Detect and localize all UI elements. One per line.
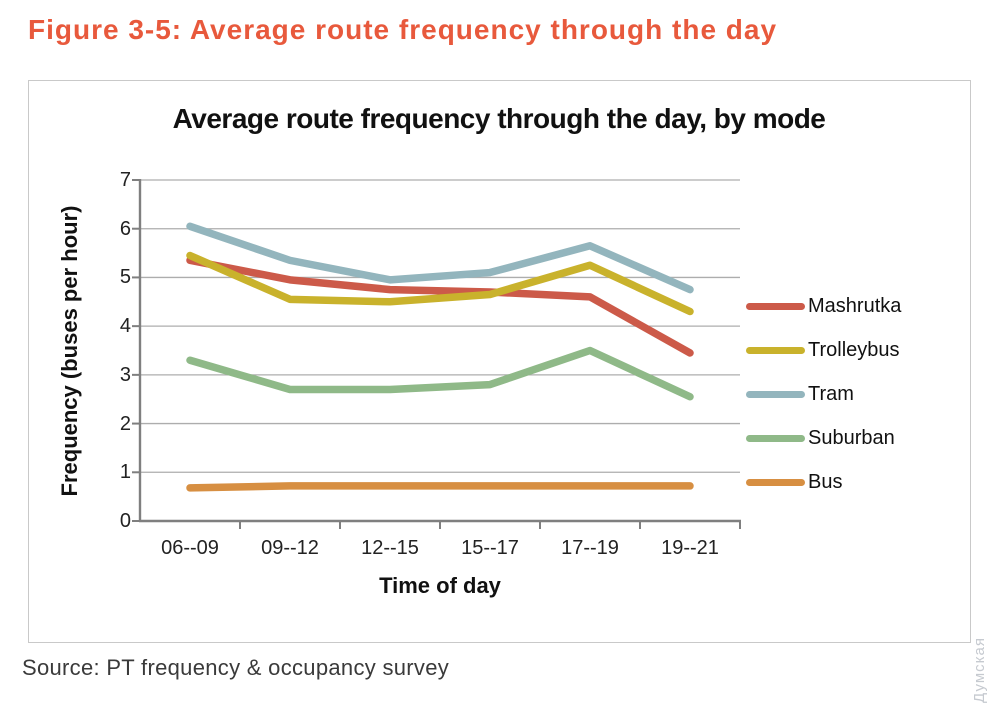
legend-label: Tram (808, 383, 854, 405)
legend-swatch-bus (746, 479, 805, 486)
y-tick-label: 4 (119, 315, 131, 338)
y-tick-label: 6 (119, 217, 131, 240)
legend-item-tram: Tram (746, 383, 901, 406)
x-tick-label: 17--19 (561, 537, 619, 559)
legend-label: Suburban (808, 427, 895, 449)
legend-item-bus: Bus (746, 471, 901, 494)
legend-label: Mashrutka (808, 295, 902, 317)
legend-swatch-suburban (746, 435, 805, 442)
y-tick-label: 3 (119, 363, 131, 386)
y-tick-label: 2 (119, 412, 131, 435)
source-note: Source: PT frequency & occupancy survey (22, 655, 450, 680)
legend-label: Trolleybus (808, 339, 900, 361)
series-line-suburban (186, 346, 694, 401)
legend-swatch-tram (746, 391, 805, 398)
series-line-trolleybus (186, 251, 694, 316)
series-line-bus (186, 482, 694, 492)
plot-area (132, 179, 741, 529)
legend-item-mashrutka: Mashrutka (746, 295, 901, 318)
chart-panel: Average route frequency through the day,… (28, 80, 971, 643)
y-tick-label: 1 (119, 461, 131, 484)
y-tick-label: 5 (119, 266, 131, 289)
x-tick-label: 12--15 (361, 537, 419, 559)
x-axis-label: Time of day (379, 573, 501, 598)
x-tick-label: 19--21 (661, 537, 719, 559)
x-tick-label: 06--09 (161, 537, 219, 559)
x-tick-label: 09--12 (261, 537, 319, 559)
legend-swatch-trolleybus (746, 347, 805, 354)
legend-swatch-mashrutka (746, 303, 805, 310)
y-tick-label: 7 (119, 169, 131, 191)
chart-legend: Mashrutka Trolleybus Tram Suburban Bus (746, 295, 901, 494)
y-tick-label: 0 (119, 510, 131, 532)
series-line-mashrutka (186, 256, 694, 357)
x-tick-label: 15--17 (461, 537, 519, 559)
legend-label: Bus (808, 471, 843, 493)
y-axis-label: Frequency (buses per hour) (57, 205, 82, 497)
figure-title: Figure 3-5: Average route frequency thro… (28, 14, 778, 45)
watermark: Думская (971, 637, 988, 703)
legend-item-suburban: Suburban (746, 427, 901, 450)
series-line-tram (186, 222, 694, 294)
legend-item-trolleybus: Trolleybus (746, 339, 901, 362)
chart-title: Average route frequency through the day,… (172, 103, 826, 134)
